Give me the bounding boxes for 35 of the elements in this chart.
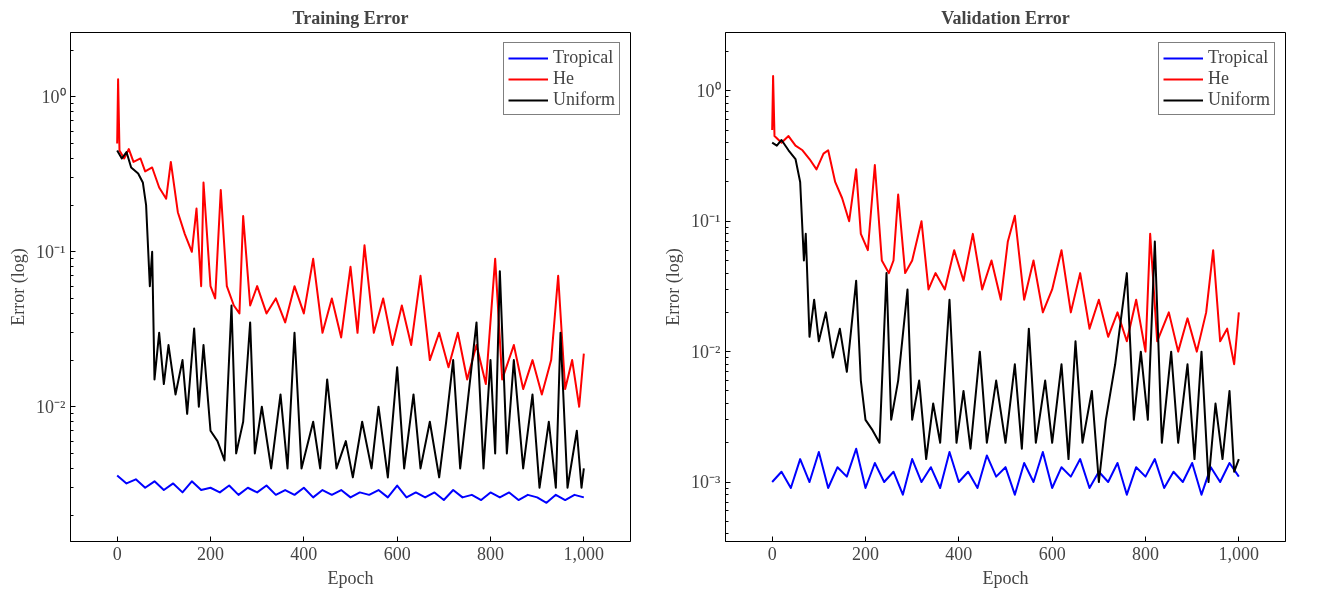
- chart-title: Training Error: [292, 7, 409, 28]
- line-series: [116, 149, 585, 489]
- line-series: [116, 474, 585, 504]
- legend-label: Uniform: [1208, 89, 1270, 110]
- line-series: [771, 447, 1240, 496]
- legend-label: Uniform: [553, 89, 615, 110]
- x-axis-title: Epoch: [982, 567, 1029, 588]
- y-tick-label: 10⁻²: [36, 396, 66, 417]
- x-tick-label: 800: [477, 543, 504, 564]
- x-tick-label: 400: [290, 543, 318, 564]
- x-tick-label: 200: [852, 543, 879, 564]
- legend-label: Tropical: [553, 47, 614, 68]
- y-tick-label: 10⁻¹: [36, 241, 66, 262]
- line-series: [771, 138, 1240, 484]
- x-tick-label: 200: [197, 543, 224, 564]
- x-tick-label: 0: [767, 543, 777, 564]
- x-tick-label: 400: [945, 543, 973, 564]
- y-axis-title: Error (log): [663, 248, 685, 326]
- legend-label: He: [553, 68, 574, 89]
- x-axis-title: Epoch: [327, 567, 374, 588]
- y-tick-label: 10⁻¹: [691, 211, 721, 232]
- legend-label: Tropical: [1208, 47, 1269, 68]
- legend-label: He: [1208, 68, 1229, 89]
- y-tick-label: 10⁻³: [691, 472, 722, 493]
- y-tick-label: 10⁻²: [691, 341, 721, 362]
- x-tick-label: 0: [112, 543, 122, 564]
- x-tick-label: 800: [1132, 543, 1159, 564]
- x-tick-label: 600: [383, 543, 411, 564]
- x-tick-label: 1,000: [1218, 543, 1260, 564]
- x-tick-label: 600: [1038, 543, 1066, 564]
- y-tick-label: 10⁰: [41, 86, 66, 107]
- y-axis-title: Error (log): [8, 248, 30, 326]
- x-tick-label: 1,000: [563, 543, 605, 564]
- chart-title: Validation Error: [941, 7, 1070, 28]
- y-tick-label: 10⁰: [696, 80, 721, 101]
